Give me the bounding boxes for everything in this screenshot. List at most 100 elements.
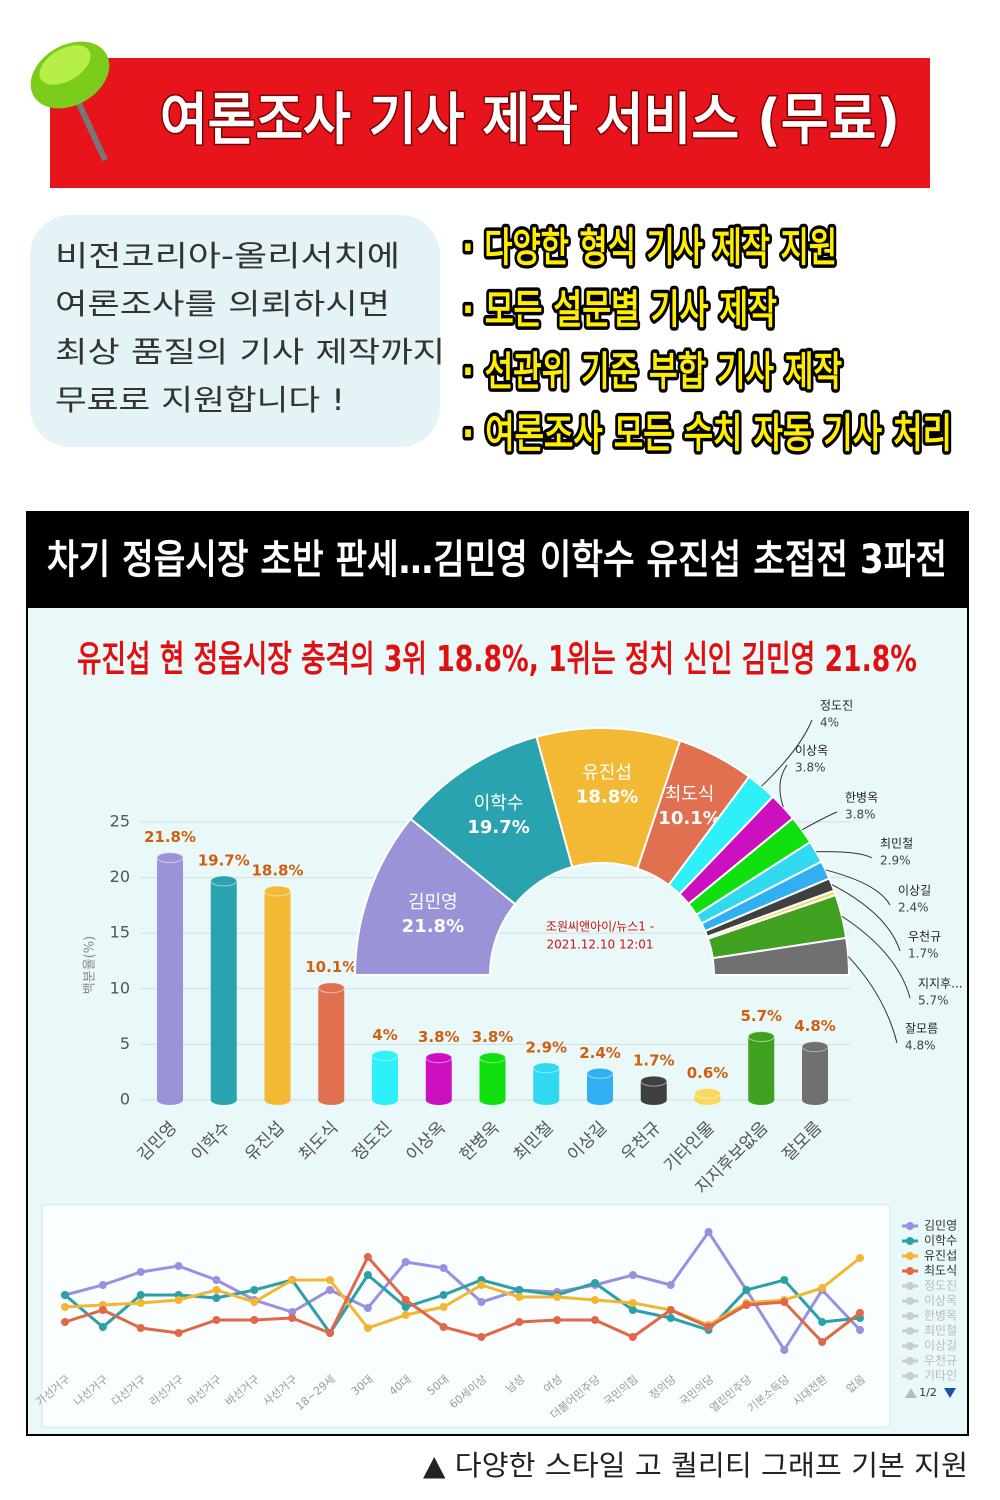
point xyxy=(250,1298,259,1306)
y-tick-label: 0 xyxy=(120,1090,130,1109)
point xyxy=(250,1316,259,1324)
article-title-bar xyxy=(27,512,968,608)
point xyxy=(174,1262,183,1270)
point xyxy=(515,1293,524,1301)
point xyxy=(439,1303,448,1311)
point xyxy=(439,1264,448,1272)
bar-top xyxy=(156,852,184,864)
bar xyxy=(372,1055,398,1100)
legend-label[interactable]: 최민철 xyxy=(924,1324,957,1338)
point xyxy=(628,1306,637,1314)
point xyxy=(363,1324,372,1332)
point xyxy=(326,1276,334,1284)
series-line xyxy=(64,1254,861,1345)
point xyxy=(136,1324,145,1332)
point xyxy=(326,1286,334,1294)
slice-label: 이상길 xyxy=(898,884,931,898)
slice-value: 10.1% xyxy=(658,808,720,829)
point xyxy=(136,1299,145,1307)
article-title: 차기 정읍시장 초반 판세…김민영 이학수 유진섭 초접전 3파전 xyxy=(47,537,947,583)
feature-item: · 모든 설문별 기사 제작 xyxy=(462,287,777,333)
point xyxy=(326,1329,334,1337)
point xyxy=(780,1346,789,1354)
slice-label: 정도진 xyxy=(820,699,853,713)
value-label: 4% xyxy=(372,1026,397,1044)
intro-line: 여론조사를 의뢰하시면 xyxy=(55,287,390,321)
slice-label: 최민철 xyxy=(880,837,913,851)
bar-top xyxy=(317,982,345,994)
point xyxy=(553,1316,562,1324)
legend-marker xyxy=(906,1267,914,1275)
value-label: 10.1% xyxy=(305,958,357,976)
slice-label: 이상옥 xyxy=(795,744,828,758)
leader-line xyxy=(831,884,901,952)
legend-marker xyxy=(906,1282,914,1290)
legend-page: 1/2 xyxy=(919,1386,937,1399)
intro-bubble xyxy=(30,215,440,447)
legend-label: 최도식 xyxy=(924,1264,957,1278)
legend-label[interactable]: 정도진 xyxy=(924,1279,957,1293)
slice-value: 5.7% xyxy=(918,994,949,1008)
bar xyxy=(210,880,237,1100)
caption: ▲ 다양한 스타일 고 퀄리티 그래프 기본 지원 xyxy=(423,1449,968,1482)
legend-label[interactable]: 한병옥 xyxy=(924,1309,957,1323)
legend-prev[interactable] xyxy=(905,1388,917,1398)
slice-value: 3.8% xyxy=(845,808,876,822)
point xyxy=(98,1306,107,1314)
point xyxy=(628,1299,637,1307)
point xyxy=(591,1316,599,1324)
point xyxy=(477,1281,486,1289)
legend-label[interactable]: 이상옥 xyxy=(924,1294,957,1308)
bar-top xyxy=(371,1050,399,1062)
value-label: 21.8% xyxy=(144,828,196,846)
point xyxy=(477,1333,486,1341)
pushpin xyxy=(30,41,110,162)
point xyxy=(98,1281,107,1289)
point xyxy=(818,1318,827,1326)
series-line xyxy=(64,1229,862,1353)
point xyxy=(288,1314,297,1322)
bar-top xyxy=(694,1087,721,1099)
bar-top xyxy=(425,1052,453,1064)
point xyxy=(212,1294,221,1302)
point xyxy=(591,1296,599,1304)
point xyxy=(818,1284,827,1292)
bar xyxy=(748,1036,775,1100)
legend-marker xyxy=(906,1342,914,1350)
legend-next[interactable] xyxy=(944,1388,956,1398)
slice-label: 우천규 xyxy=(908,929,941,944)
point xyxy=(61,1318,69,1326)
legend-label[interactable]: 이상길 xyxy=(924,1339,957,1353)
point xyxy=(628,1333,637,1341)
legend-label[interactable]: 기타인 xyxy=(924,1369,957,1383)
point xyxy=(742,1301,751,1309)
legend-marker xyxy=(906,1252,914,1260)
bar xyxy=(318,987,345,1100)
point xyxy=(401,1258,410,1266)
bar-top xyxy=(210,875,238,887)
point xyxy=(98,1323,107,1331)
legend-marker xyxy=(906,1312,914,1320)
bar-top xyxy=(586,1067,614,1079)
y-axis-label: 백분율(%) xyxy=(83,936,98,994)
value-label: 3.8% xyxy=(418,1028,460,1046)
point xyxy=(212,1286,221,1294)
slice-label: 잘모름 xyxy=(905,1022,938,1036)
point xyxy=(288,1276,297,1284)
legend-label[interactable]: 우천규 xyxy=(924,1353,957,1368)
point xyxy=(439,1323,448,1331)
article-headline: 유진섭 현 정읍시장 충격의 3위 18.8%, 1위는 정치 신인 김민영 2… xyxy=(77,639,917,680)
point xyxy=(856,1326,864,1334)
leader-line xyxy=(816,851,873,859)
point xyxy=(856,1309,864,1317)
point xyxy=(288,1308,297,1316)
leader-line xyxy=(801,811,838,831)
point xyxy=(591,1279,599,1287)
point xyxy=(363,1253,372,1261)
legend-label: 김민영 xyxy=(924,1219,957,1233)
leader-line xyxy=(825,869,891,906)
leader-line xyxy=(779,764,788,808)
value-label: 4.8% xyxy=(794,1017,836,1035)
bar-top xyxy=(801,1041,829,1053)
